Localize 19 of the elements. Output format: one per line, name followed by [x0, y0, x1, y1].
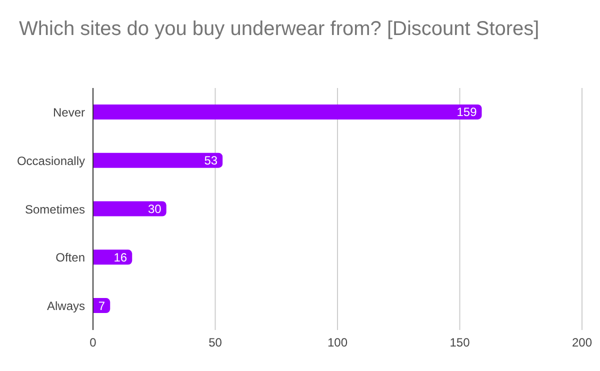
y-tick-label: Always [46, 299, 85, 314]
x-tick-label: 0 [90, 336, 97, 350]
x-tick-label: 50 [208, 336, 222, 350]
y-tick-label: Occasionally [16, 154, 85, 168]
data-label: 30 [148, 202, 162, 216]
data-label: 159 [456, 105, 478, 120]
data-label: 16 [114, 250, 128, 264]
y-tick-label: Often [56, 250, 85, 265]
data-label: 53 [204, 154, 218, 168]
y-tick-label: Sometimes [24, 202, 85, 216]
data-label: 7 [98, 298, 106, 313]
x-tick-label: 100 [327, 336, 348, 350]
bar [93, 201, 166, 216]
chart-title: Which sites do you buy underwear from? [Discount Stores] [19, 17, 540, 42]
x-tick-label: 150 [450, 336, 470, 350]
bar [93, 152, 223, 168]
bar [93, 104, 482, 120]
y-tick-label: Never [52, 105, 85, 120]
x-tick-label: 200 [572, 336, 592, 350]
